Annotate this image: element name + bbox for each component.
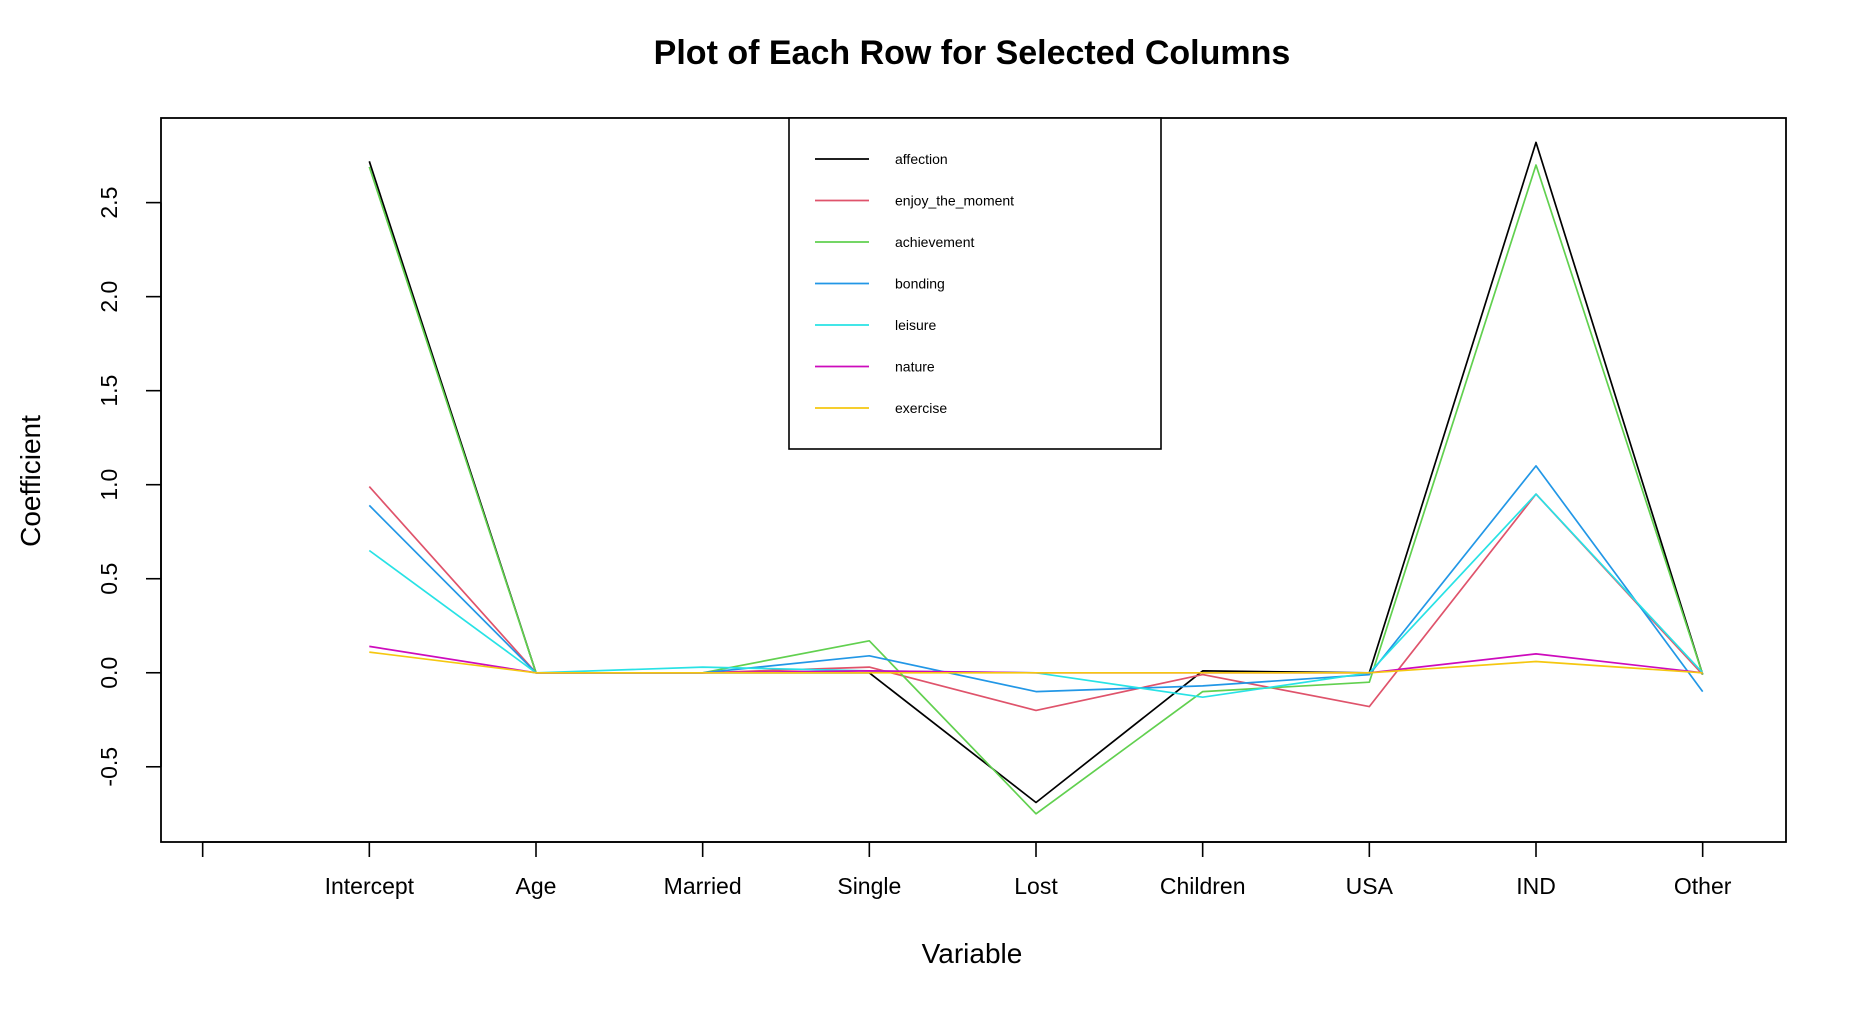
y-tick-label: 0.0 [96, 657, 122, 689]
series-line-nature [369, 645, 1703, 674]
legend-label: affection [895, 151, 948, 167]
series-lines [368, 141, 1704, 815]
x-tick-label: Other [1674, 873, 1732, 899]
legend-box [788, 117, 1162, 450]
x-tick-label: Children [1160, 873, 1246, 899]
y-tick-label: 2.5 [96, 187, 122, 219]
series-line-leisure [368, 493, 1704, 699]
chart-title: Plot of Each Row for Selected Columns [654, 34, 1291, 72]
x-tick-label: Lost [1014, 873, 1058, 899]
y-axis-label: Coefficient [15, 415, 46, 547]
legend-label: nature [895, 359, 935, 375]
legend-label: leisure [895, 317, 936, 333]
y-tick-label: 1.5 [96, 375, 122, 407]
x-tick-label: Intercept [325, 873, 415, 899]
y-tick-label: 0.5 [96, 563, 122, 595]
x-axis-label: Variable [922, 938, 1023, 969]
series-line-enjoy_the_moment [368, 486, 1704, 712]
legend-label: enjoy_the_moment [895, 193, 1014, 209]
legend-label: bonding [895, 276, 945, 292]
y-tick-label: 2.0 [96, 281, 122, 313]
y-tick-label: -0.5 [96, 747, 122, 787]
x-tick-label: IND [1516, 873, 1556, 899]
legend-label: achievement [895, 234, 974, 250]
legend: affection enjoy_the_moment achievement bond… [788, 117, 1162, 450]
series-line-exercise [369, 651, 1703, 674]
y-tick-label: 1.0 [96, 469, 122, 501]
x-tick-label: Married [664, 873, 742, 899]
x-tick-label: Age [516, 873, 557, 899]
x-tick-label: Single [837, 873, 901, 899]
legend-label: exercise [895, 400, 947, 416]
x-tick-label: USA [1346, 873, 1394, 899]
x-axis: Intercept Age Married Single Lost Children USA… [201, 841, 1732, 899]
y-axis: -0.5 0.0 0.5 1.0 1.5 2.0 2.5 [96, 187, 162, 787]
